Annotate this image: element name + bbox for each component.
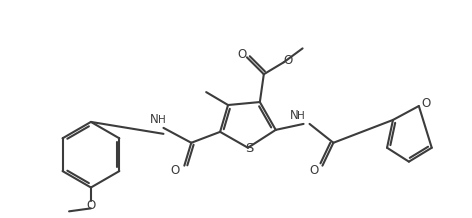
- Text: O: O: [309, 164, 318, 177]
- Text: S: S: [244, 142, 253, 155]
- Text: O: O: [171, 164, 180, 177]
- Text: N: N: [290, 109, 299, 123]
- Text: O: O: [86, 199, 95, 212]
- Text: O: O: [237, 48, 246, 61]
- Text: H: H: [297, 111, 304, 121]
- Text: O: O: [421, 97, 430, 109]
- Text: O: O: [283, 54, 292, 67]
- Text: H: H: [158, 115, 165, 125]
- Text: N: N: [150, 113, 159, 126]
